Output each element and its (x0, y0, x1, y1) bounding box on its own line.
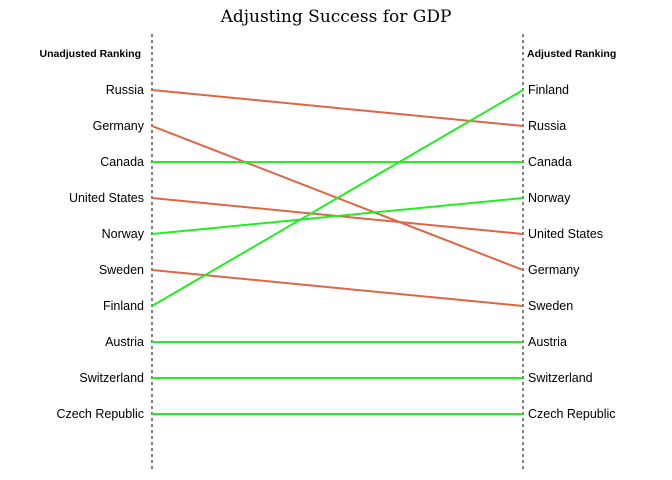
left-label-sweden: Sweden (99, 263, 144, 277)
chart-title: Adjusting Success for GDP (220, 7, 452, 27)
left-label-germany: Germany (93, 119, 145, 133)
right-column-header: Adjusted Ranking (527, 48, 616, 60)
right-label-united-states: United States (528, 227, 603, 241)
left-label-canada: Canada (100, 155, 144, 169)
right-label-norway: Norway (528, 191, 571, 205)
right-label-russia: Russia (528, 119, 566, 133)
slope-line-russia (151, 89, 524, 127)
slope-line-sweden (151, 269, 524, 307)
slope-line-norway (151, 197, 524, 235)
left-label-finland: Finland (103, 299, 144, 313)
slope-lines (151, 89, 524, 415)
left-label-czech-republic: Czech Republic (56, 407, 144, 421)
left-label-united-states: United States (69, 191, 144, 205)
left-labels: Russia Germany Canada United States Norway Sw… (56, 83, 144, 421)
right-label-austria: Austria (528, 335, 567, 349)
right-label-canada: Canada (528, 155, 572, 169)
left-label-norway: Norway (102, 227, 145, 241)
right-labels: Russia Germany Canada United States Norway Sw… (528, 83, 616, 421)
left-label-russia: Russia (106, 83, 144, 97)
left-label-switzerland: Switzerland (79, 371, 144, 385)
right-label-czech-republic: Czech Republic (528, 407, 616, 421)
right-label-germany: Germany (528, 263, 580, 277)
left-label-austria: Austria (105, 335, 144, 349)
left-column-header: Unadjusted Ranking (39, 48, 141, 60)
right-label-sweden: Sweden (528, 299, 573, 313)
slope-line-finland (151, 89, 524, 307)
right-label-finland: Finland (528, 83, 569, 97)
right-label-switzerland: Switzerland (528, 371, 593, 385)
